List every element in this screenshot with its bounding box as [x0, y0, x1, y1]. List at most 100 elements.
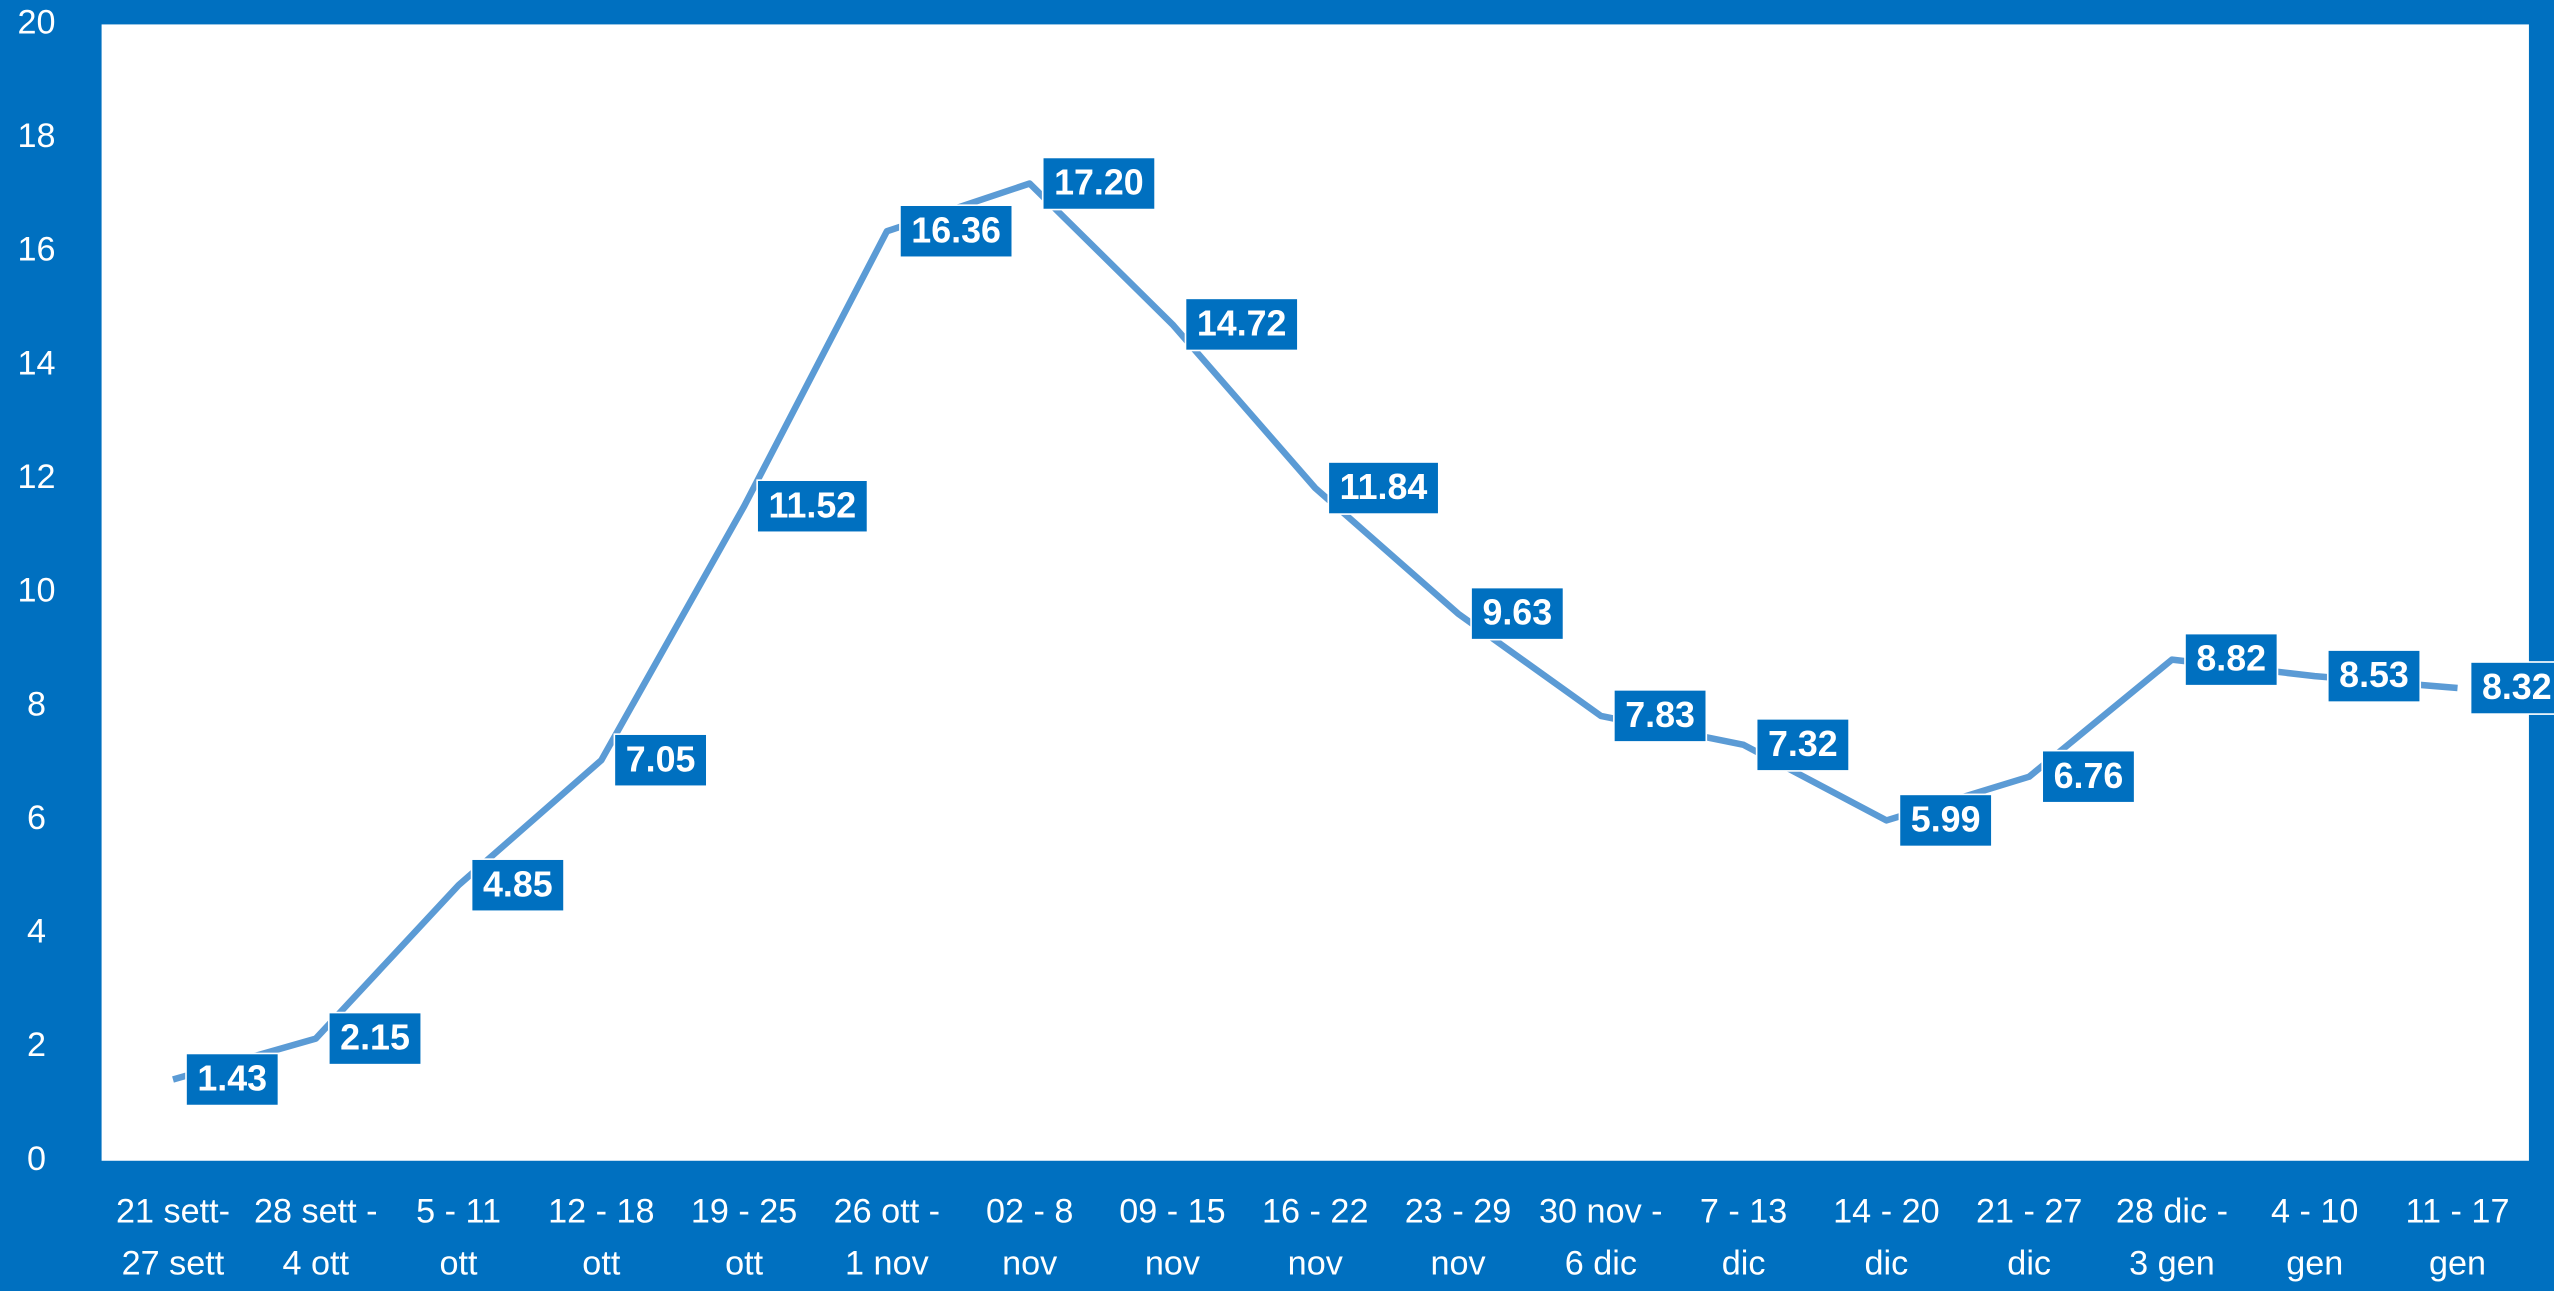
x-tick-label: 02 - 8 nov [985, 1193, 1074, 1283]
x-tick-label: 28 dic - 3 gen [2115, 1193, 2229, 1283]
data-label-group: 14.72 [1184, 297, 1299, 352]
x-tick-label-box: 19 - 25 ott [690, 1193, 798, 1283]
plot-area [101, 24, 2529, 1161]
data-label-box [1184, 297, 1299, 352]
data-label-box [2184, 632, 2279, 687]
data-label-box [1755, 717, 1850, 772]
data-label-box [470, 858, 565, 913]
x-tick-label: 23 - 29 nov [1404, 1193, 1512, 1283]
data-label-group: 8.53 [2326, 649, 2422, 703]
x-tick-label-box: 21 sett- 27 sett [115, 1193, 230, 1283]
data-label-box [1613, 689, 1708, 743]
x-tick-label: 30 nov - 6 dic [1539, 1193, 1663, 1283]
x-tick-label: 28 sett - 4 ott [253, 1193, 378, 1283]
x-tick-label: 21 - 27 dic [1975, 1193, 2083, 1283]
x-tick-label: 21 sett- 27 sett [115, 1193, 230, 1283]
x-tick-label-box: 28 sett - 4 ott [253, 1193, 378, 1283]
y-tick-label: 18 [17, 117, 55, 155]
x-tick-label-box: 16 - 22 nov [1262, 1193, 1369, 1283]
data-label-group: 8.32 [2469, 661, 2554, 715]
data-label-group: 11.52 [756, 479, 869, 534]
data-label-box [1041, 156, 1156, 211]
x-tick-label-box: 14 - 20 dic [1833, 1193, 1940, 1283]
y-tick-label: 14 [17, 344, 55, 382]
y-tick-label: 12 [17, 458, 55, 496]
data-label-box [899, 204, 1014, 259]
data-label-group: 11.84 [1327, 461, 1440, 515]
data-label-group: 7.32 [1755, 717, 1850, 772]
x-tick-label: 14 - 20 dic [1833, 1193, 1940, 1283]
y-tick-label: 4 [27, 913, 46, 951]
x-tick-label: 09 - 15 nov [1119, 1193, 1226, 1283]
x-tick-label-box: 23 - 29 nov [1404, 1193, 1512, 1283]
data-label-group: 2.15 [327, 1011, 423, 1066]
data-label-box [1898, 793, 1993, 848]
x-tick-label: 12 - 18 ott [548, 1193, 655, 1283]
data-label: 11.52 [769, 485, 857, 525]
x-tick-label: 4 - 10 gen [2271, 1193, 2359, 1283]
data-label-group: 7.05 [613, 733, 708, 788]
data-label: 7.05 [626, 739, 696, 779]
data-label: 11.84 [1340, 467, 1428, 507]
x-tick-label-box: 21 - 27 dic [1975, 1193, 2083, 1283]
x-tick-label: 5 - 11 ott [416, 1193, 501, 1283]
data-label: 8.53 [2339, 655, 2409, 695]
data-label-group: 1.43 [185, 1052, 280, 1107]
x-tick-label: 16 - 22 nov [1262, 1193, 1369, 1283]
data-label-group: 17.20 [1041, 156, 1156, 211]
data-label: 4.85 [483, 864, 553, 904]
x-tick-label: 26 ott - 1 nov [833, 1193, 941, 1283]
data-label: 8.32 [2482, 667, 2552, 707]
x-tick-label-box: 09 - 15 nov [1119, 1193, 1226, 1283]
data-label-group: 9.63 [1470, 586, 1565, 641]
data-label-group: 8.82 [2184, 632, 2279, 687]
x-tick-label-box: 4 - 10 gen [2271, 1193, 2359, 1283]
data-label: 6.76 [2054, 756, 2124, 796]
y-tick-label: 10 [17, 572, 55, 610]
data-label-box [756, 479, 869, 534]
data-label: 2.15 [340, 1018, 410, 1058]
data-label-group: 7.83 [1613, 689, 1708, 743]
data-label-group: 16.36 [899, 204, 1014, 259]
x-tick-label-box: 11 - 17 gen [2405, 1193, 2510, 1283]
y-tick-label: 16 [17, 231, 55, 269]
data-label: 17.20 [1054, 163, 1144, 203]
data-label-box [2326, 649, 2422, 703]
data-label: 7.32 [1768, 724, 1838, 764]
data-label-group: 5.99 [1898, 793, 1993, 848]
data-label-group: 6.76 [2041, 749, 2136, 804]
data-label: 7.83 [1625, 695, 1695, 735]
data-label: 1.43 [197, 1059, 267, 1099]
y-tick-label: 0 [27, 1140, 46, 1178]
data-label: 9.63 [1482, 593, 1552, 633]
x-tick-label-box: 30 nov - 6 dic [1539, 1193, 1663, 1283]
y-tick-label: 8 [27, 685, 46, 723]
x-tick-label-box: 12 - 18 ott [548, 1193, 655, 1283]
data-label-box [2041, 749, 2136, 804]
data-line [172, 180, 2458, 1083]
data-label: 5.99 [1911, 800, 1981, 840]
data-label-box [2469, 661, 2554, 715]
data-label-group: 4.85 [470, 858, 565, 913]
data-label-box [185, 1052, 280, 1107]
x-tick-label-box: 5 - 11 ott [416, 1193, 501, 1283]
data-label: 14.72 [1197, 303, 1287, 343]
data-label-box [327, 1011, 423, 1066]
y-tick-label: 20 [17, 3, 55, 41]
x-tick-label: 19 - 25 ott [690, 1193, 798, 1283]
x-tick-label-box: 26 ott - 1 nov [833, 1193, 941, 1283]
x-tick-label-box: 02 - 8 nov [985, 1193, 1074, 1283]
x-tick-label-box: 28 dic - 3 gen [2115, 1193, 2229, 1283]
data-label-box [1327, 461, 1440, 515]
x-tick-label: 11 - 17 gen [2405, 1193, 2510, 1283]
x-tick-label-box: 7 - 13 dic [1699, 1193, 1788, 1283]
data-label: 8.82 [2196, 639, 2266, 679]
y-tick-label: 6 [27, 799, 46, 837]
y-tick-label: 2 [27, 1026, 46, 1064]
data-label-box [613, 733, 708, 788]
data-label-box [1470, 586, 1565, 641]
x-tick-label: 7 - 13 dic [1699, 1193, 1788, 1283]
data-label: 16.36 [911, 210, 1001, 250]
